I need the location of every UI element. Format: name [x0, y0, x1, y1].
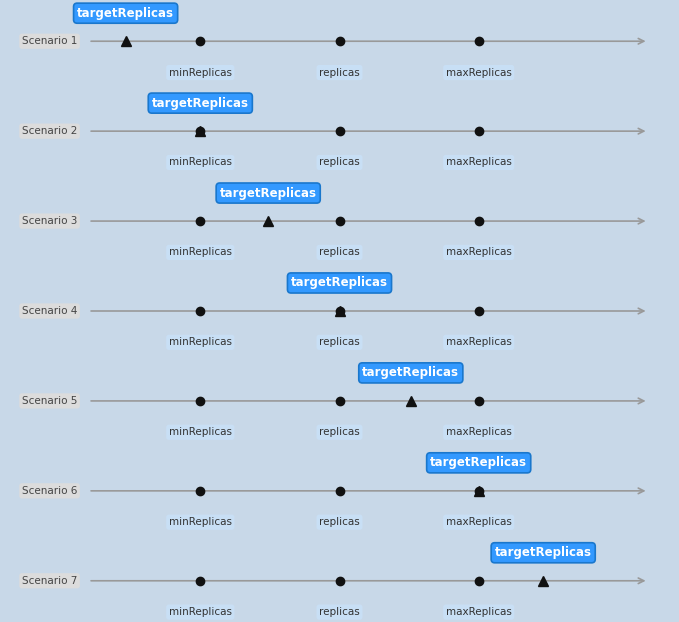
Text: replicas: replicas — [319, 157, 360, 167]
Text: targetReplicas: targetReplicas — [291, 276, 388, 289]
Text: replicas: replicas — [319, 427, 360, 437]
Text: minReplicas: minReplicas — [169, 248, 232, 258]
Text: Scenario 6: Scenario 6 — [22, 486, 77, 496]
Text: maxReplicas: maxReplicas — [445, 607, 512, 617]
Text: replicas: replicas — [319, 248, 360, 258]
Text: minReplicas: minReplicas — [169, 337, 232, 347]
Text: maxReplicas: maxReplicas — [445, 337, 512, 347]
Text: minReplicas: minReplicas — [169, 607, 232, 617]
Text: targetReplicas: targetReplicas — [220, 187, 316, 200]
Text: minReplicas: minReplicas — [169, 68, 232, 78]
Text: targetReplicas: targetReplicas — [363, 366, 459, 379]
Text: maxReplicas: maxReplicas — [445, 427, 512, 437]
Text: Scenario 3: Scenario 3 — [22, 216, 77, 226]
Text: Scenario 4: Scenario 4 — [22, 306, 77, 316]
Text: replicas: replicas — [319, 607, 360, 617]
Text: targetReplicas: targetReplicas — [77, 7, 174, 20]
Text: maxReplicas: maxReplicas — [445, 517, 512, 527]
Text: Scenario 1: Scenario 1 — [22, 36, 77, 46]
Text: Scenario 2: Scenario 2 — [22, 126, 77, 136]
Text: targetReplicas: targetReplicas — [152, 96, 249, 109]
Text: minReplicas: minReplicas — [169, 157, 232, 167]
Text: Scenario 5: Scenario 5 — [22, 396, 77, 406]
Text: maxReplicas: maxReplicas — [445, 68, 512, 78]
Text: Scenario 7: Scenario 7 — [22, 576, 77, 586]
Text: replicas: replicas — [319, 517, 360, 527]
Text: replicas: replicas — [319, 68, 360, 78]
Text: replicas: replicas — [319, 337, 360, 347]
Text: targetReplicas: targetReplicas — [430, 457, 527, 470]
Text: minReplicas: minReplicas — [169, 427, 232, 437]
Text: maxReplicas: maxReplicas — [445, 157, 512, 167]
Text: targetReplicas: targetReplicas — [495, 546, 591, 559]
Text: maxReplicas: maxReplicas — [445, 248, 512, 258]
Text: minReplicas: minReplicas — [169, 517, 232, 527]
